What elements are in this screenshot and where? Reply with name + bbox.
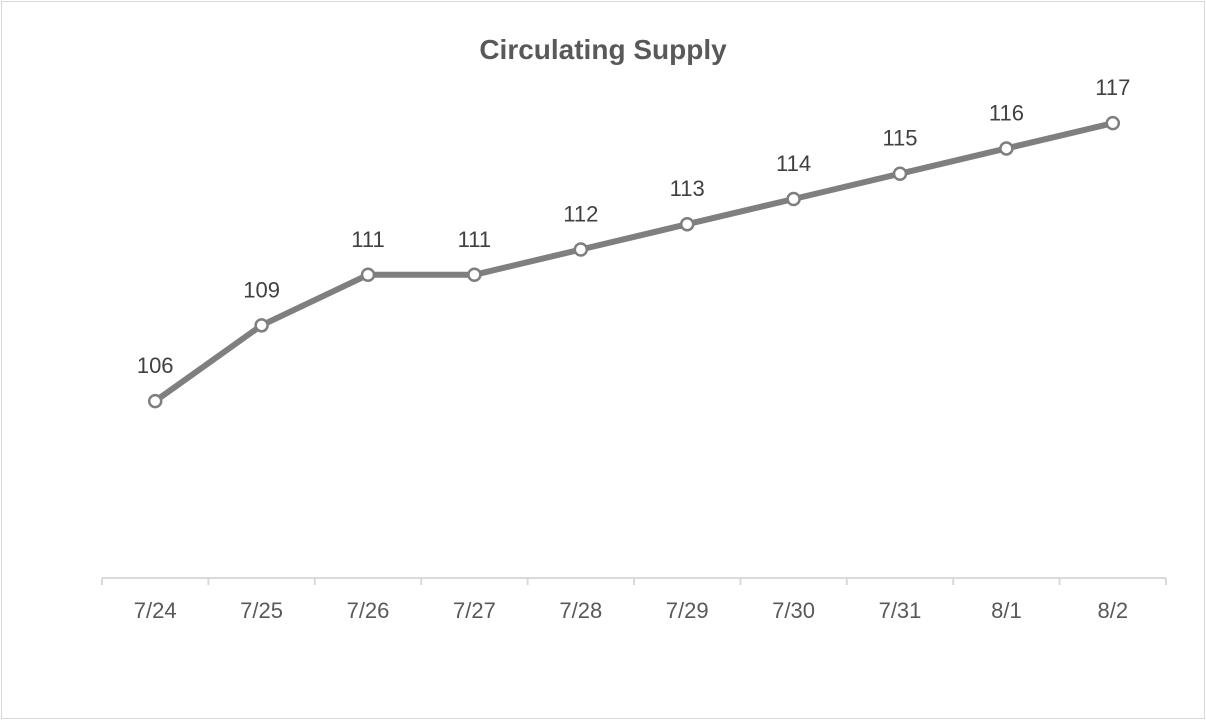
data-label: 109 <box>243 277 280 302</box>
data-point <box>573 242 589 257</box>
data-point <box>679 216 695 232</box>
x-tick-label: 7/26 <box>347 598 390 623</box>
x-tick-label: 7/28 <box>559 598 602 623</box>
x-tick-label: 7/29 <box>666 598 709 623</box>
series-line <box>152 120 1116 405</box>
data-point <box>254 318 269 333</box>
data-label: 116 <box>989 100 1024 125</box>
data-label: 106 <box>137 353 174 378</box>
data-label: 113 <box>670 176 705 201</box>
x-tick-label: 7/30 <box>772 598 815 623</box>
data-point <box>360 267 376 283</box>
data-label: 115 <box>882 126 917 151</box>
data-point <box>467 267 482 283</box>
data-point <box>1105 115 1121 131</box>
x-tick-label: 7/25 <box>240 598 283 623</box>
data-point <box>147 393 163 409</box>
series-markers <box>147 115 1121 409</box>
data-point <box>786 191 801 207</box>
x-tick-label: 7/27 <box>453 598 496 623</box>
data-label: 117 <box>1095 75 1130 100</box>
data-point <box>892 166 908 181</box>
x-tick-label: 8/2 <box>1098 598 1129 623</box>
data-point <box>999 141 1014 156</box>
chart-title: Circulating Supply <box>479 34 727 65</box>
x-axis-tick-labels: 7/24 7/25 7/26 7/27 7/28 7/29 7/30 7/31 8/1 8/2 <box>134 598 1128 623</box>
data-label: 114 <box>776 151 811 176</box>
data-labels: 106 109 111 111 112 113 114 115 116 117 <box>137 75 1130 378</box>
series-line-group <box>152 120 1116 405</box>
data-label: 111 <box>351 227 384 252</box>
x-tick-label: 7/31 <box>879 598 922 623</box>
x-axis <box>101 577 1167 585</box>
data-label: 112 <box>563 202 598 227</box>
data-label: 111 <box>458 227 491 252</box>
x-tick-label: 8/1 <box>991 598 1022 623</box>
x-tick-label: 7/24 <box>134 598 177 623</box>
